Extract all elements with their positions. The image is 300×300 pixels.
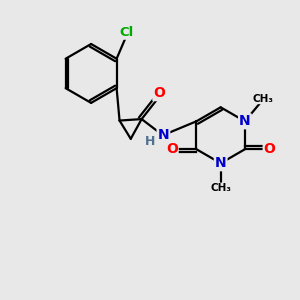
Text: N: N [158, 128, 169, 142]
Text: O: O [166, 142, 178, 156]
Text: CH₃: CH₃ [253, 94, 274, 103]
Text: O: O [264, 142, 276, 156]
Text: N: N [239, 114, 251, 128]
Text: Cl: Cl [120, 26, 134, 39]
Text: CH₃: CH₃ [210, 183, 231, 193]
Text: N: N [215, 156, 226, 170]
Text: O: O [153, 86, 165, 100]
Text: H: H [144, 135, 155, 148]
